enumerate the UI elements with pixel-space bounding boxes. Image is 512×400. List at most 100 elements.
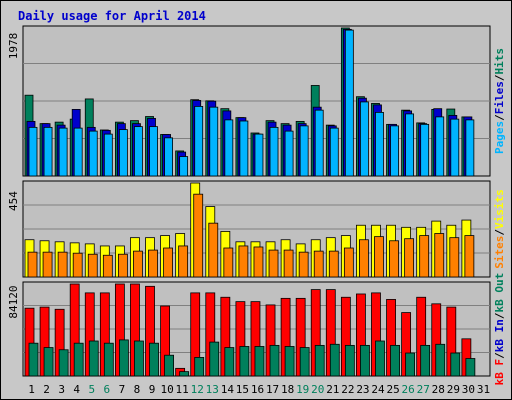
bottom-ymax-label: 84120 xyxy=(7,285,20,318)
sites-bar xyxy=(102,254,113,278)
x-tick-label: 20 xyxy=(311,383,324,396)
sites-bar xyxy=(404,238,415,278)
pages-bar xyxy=(224,119,234,177)
sites-bar xyxy=(313,250,324,278)
top-legend-part: Hits xyxy=(493,48,506,75)
pages-bar xyxy=(118,129,128,177)
kb-out-bar xyxy=(58,349,69,377)
kb-out-bar xyxy=(329,343,340,377)
pages-bar xyxy=(435,116,445,177)
kb-out-bar xyxy=(209,341,220,377)
kb-out-bar xyxy=(360,344,370,377)
sites-bar xyxy=(163,247,173,278)
sites-bar xyxy=(193,193,204,278)
sites-bar xyxy=(268,249,279,278)
x-tick-label: 28 xyxy=(432,383,445,396)
sites-bar xyxy=(42,251,53,278)
pages-bar xyxy=(179,156,189,177)
top-legend-part: Files xyxy=(493,81,506,114)
pages-bar xyxy=(88,130,98,177)
x-tick-label: 11 xyxy=(176,383,189,396)
top-legend-part: / xyxy=(493,74,506,81)
bottom-legend-part: / xyxy=(493,312,506,319)
kb-out-bar xyxy=(134,340,144,377)
sites-bar xyxy=(148,249,158,278)
x-tick-label: 31 xyxy=(477,383,490,396)
sites-bar xyxy=(223,247,234,278)
top-legend: Pages/Files/Hits xyxy=(493,48,506,154)
x-tick-label: 25 xyxy=(386,383,399,396)
bottom-legend-part: kB In xyxy=(493,319,506,352)
pages-bar xyxy=(314,109,324,177)
sites-bar xyxy=(434,233,445,278)
kb-out-bar xyxy=(103,342,114,377)
sites-bar xyxy=(238,245,249,278)
pages-bar xyxy=(269,126,279,177)
pages-bar xyxy=(450,118,460,177)
kb-out-bar xyxy=(43,347,54,377)
kb-out-bar xyxy=(465,358,476,377)
pages-bar xyxy=(254,133,264,177)
sites-bar xyxy=(87,253,98,278)
top-ymax-label: 1978 xyxy=(7,33,20,60)
x-tick-label: 10 xyxy=(160,383,173,396)
x-tick-label: 23 xyxy=(356,383,369,396)
kb-out-bar xyxy=(194,357,205,377)
x-tick-label: 13 xyxy=(206,383,219,396)
sites-bar xyxy=(419,235,430,278)
pages-bar xyxy=(390,125,399,177)
x-tick-label: 14 xyxy=(221,383,235,396)
x-tick-label: 27 xyxy=(417,383,430,396)
pages-bar xyxy=(164,137,173,177)
x-tick-label: 6 xyxy=(104,383,111,396)
pages-bar xyxy=(58,127,68,177)
sites-bar xyxy=(298,251,309,278)
sites-bar xyxy=(283,249,294,278)
kb-out-bar xyxy=(390,344,400,377)
pages-bar xyxy=(375,112,384,177)
pages-bar xyxy=(299,125,309,177)
x-tick-label: 7 xyxy=(119,383,126,396)
pages-bar xyxy=(134,126,143,177)
kb-out-bar xyxy=(405,352,416,377)
pages-bar xyxy=(284,130,294,177)
pages-bar xyxy=(149,126,158,177)
sites-bar xyxy=(389,240,399,278)
sites-bar xyxy=(72,252,83,278)
sites-bar xyxy=(328,250,339,278)
x-tick-label: 30 xyxy=(462,383,475,396)
pages-bar xyxy=(465,119,475,177)
sites-bar xyxy=(117,253,128,278)
kb-out-bar xyxy=(73,342,84,377)
bottom-legend-part: / xyxy=(493,352,506,359)
kb-out-bar xyxy=(149,342,159,377)
pages-bar xyxy=(239,120,249,177)
pages-bar xyxy=(420,123,430,177)
middle-legend: Sites/Visits xyxy=(493,189,506,269)
pages-bar xyxy=(103,133,113,177)
kb-out-bar xyxy=(284,346,295,377)
x-tick-label: 3 xyxy=(58,383,65,396)
kb-out-bar xyxy=(164,354,174,377)
bottom-legend: kB F/kB In/kB Out xyxy=(493,273,506,386)
sites-bar xyxy=(133,250,143,278)
kb-out-bar xyxy=(314,344,325,377)
kb-out-bar xyxy=(239,346,250,377)
x-tick-label: 16 xyxy=(251,383,264,396)
x-tick-label: 8 xyxy=(134,383,141,396)
sites-bar xyxy=(464,235,475,278)
kb-out-bar xyxy=(269,344,280,377)
sites-bar xyxy=(27,251,38,278)
pages-bar xyxy=(344,29,354,177)
kb-out-bar xyxy=(224,347,235,377)
kb-out-bar xyxy=(28,342,39,377)
bottom-legend-part: kB F xyxy=(493,359,506,386)
pages-bar xyxy=(194,106,204,177)
pages-bar xyxy=(28,126,38,177)
sites-bar xyxy=(374,236,384,278)
x-tick-label: 29 xyxy=(447,383,460,396)
x-tick-label: 18 xyxy=(281,383,294,396)
pages-bar xyxy=(329,127,339,177)
kb-out-bar xyxy=(375,340,385,377)
